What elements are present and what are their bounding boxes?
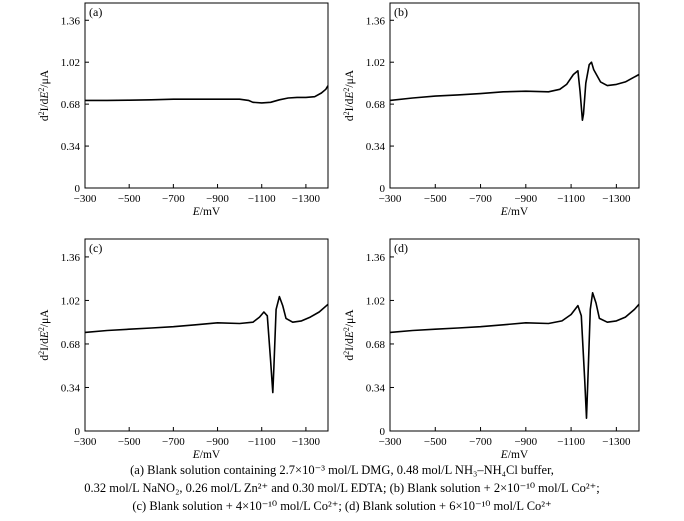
panel-a-x-axis-title: E/mV (192, 206, 221, 218)
panel-c-series-line (84, 295, 329, 394)
panel-b-y-axis-title: d2I/dE2/μA (342, 69, 357, 121)
caption-line-1: (a) Blank solution containing 2.7×10⁻³ m… (130, 463, 554, 477)
panel-a-x-tick-label: −700 (162, 193, 185, 205)
panel-b-y-tick-label: 0.34 (366, 141, 386, 153)
panel-d-label: (d) (394, 241, 408, 255)
panel-c-y-tick-label: 0 (75, 426, 81, 438)
panel-a-x-tick-label: −1300 (292, 193, 321, 205)
panel-a-y-axis-title: d2I/dE2/μA (37, 69, 52, 121)
panel-a-x-tick-label: −500 (118, 193, 141, 205)
panel-d-x-tick-label: −500 (424, 436, 447, 448)
panel-c-x-tick-label: −300 (74, 436, 97, 448)
panel-d-y-tick-label: 1.36 (366, 252, 386, 264)
panel-a-series-line (85, 85, 329, 104)
panel-b-series-line (389, 61, 640, 121)
caption-line-2: 0.32 mol/L NaNO₂, 0.26 mol/L Zn²⁺ and 0.… (84, 481, 600, 495)
panel-b-frame (389, 2, 640, 189)
figure-caption: (a) Blank solution containing 2.7×10⁻³ m… (0, 461, 684, 515)
panel-b-x-tick-label: −900 (514, 193, 537, 205)
panel-b-x-tick-label: −300 (379, 193, 402, 205)
panel-a-x-tick-label: −300 (74, 193, 97, 205)
panel-a-x-tick-label: −1100 (248, 193, 276, 205)
panel-a-label: (a) (89, 5, 102, 19)
panel-c-y-tick-label: 0.34 (61, 382, 81, 394)
panel-d-y-tick-label: 0.68 (366, 339, 386, 351)
panel-d-y-tick-label: 0.34 (366, 382, 386, 394)
panel-c-label: (c) (89, 241, 102, 255)
panel-c-frame (84, 238, 329, 432)
panel-c-x-tick-label: −700 (162, 436, 185, 448)
panel-c-x-tick-label: −500 (118, 436, 141, 448)
panel-a-y-tick-label: 0 (75, 183, 81, 195)
panel-b-x-tick-label: −500 (424, 193, 447, 205)
panel-d-y-axis-title: d2I/dE2/μA (342, 309, 357, 361)
panel-b-x-axis-title: E/mV (500, 206, 529, 218)
panel-c-x-axis-title: E/mV (192, 449, 221, 461)
panel-b-x-tick-label: −700 (469, 193, 492, 205)
panel-d-x-tick-label: −1100 (557, 436, 585, 448)
panel-b-y-tick-label: 0.68 (366, 99, 386, 111)
panel-a-frame (84, 2, 329, 189)
panel-b-y-tick-label: 1.36 (366, 15, 386, 27)
panel-d-x-tick-label: −300 (379, 436, 402, 448)
panel-d-frame (389, 238, 640, 432)
panel-b-x-tick-label: −1100 (557, 193, 585, 205)
panel-a-y-tick-label: 0.68 (61, 99, 81, 111)
panel-b-x-tick-label: −1300 (602, 193, 631, 205)
panel-c-y-tick-label: 1.02 (61, 295, 80, 307)
panel-d-y-tick-label: 1.02 (366, 295, 385, 307)
panel-d-y-tick-label: 0 (380, 426, 386, 438)
panel-d-x-axis-title: E/mV (500, 449, 529, 461)
panel-a-x-tick-label: −900 (206, 193, 229, 205)
panel-b-label: (b) (394, 5, 408, 19)
panel-c-x-tick-label: −900 (206, 436, 229, 448)
caption-line-3: (c) Blank solution + 4×10⁻¹⁰ mol/L Co²⁺;… (132, 499, 552, 513)
panel-b-y-tick-label: 1.02 (366, 57, 385, 69)
panel-a-y-tick-label: 1.36 (61, 15, 81, 27)
panel-a-y-tick-label: 0.34 (61, 141, 81, 153)
panel-c-y-tick-label: 1.36 (61, 252, 81, 264)
panel-c-y-tick-label: 0.68 (61, 339, 81, 351)
panel-a-y-tick-label: 1.02 (61, 57, 80, 69)
panel-d-x-tick-label: −1300 (602, 436, 631, 448)
panel-b-y-tick-label: 0 (380, 183, 386, 195)
panel-d-x-tick-label: −900 (514, 436, 537, 448)
panel-d-series-line (389, 292, 640, 419)
panel-d-x-tick-label: −700 (469, 436, 492, 448)
panel-c-y-axis-title: d2I/dE2/μA (37, 309, 52, 361)
panel-c-x-tick-label: −1300 (292, 436, 321, 448)
panel-c-x-tick-label: −1100 (248, 436, 276, 448)
